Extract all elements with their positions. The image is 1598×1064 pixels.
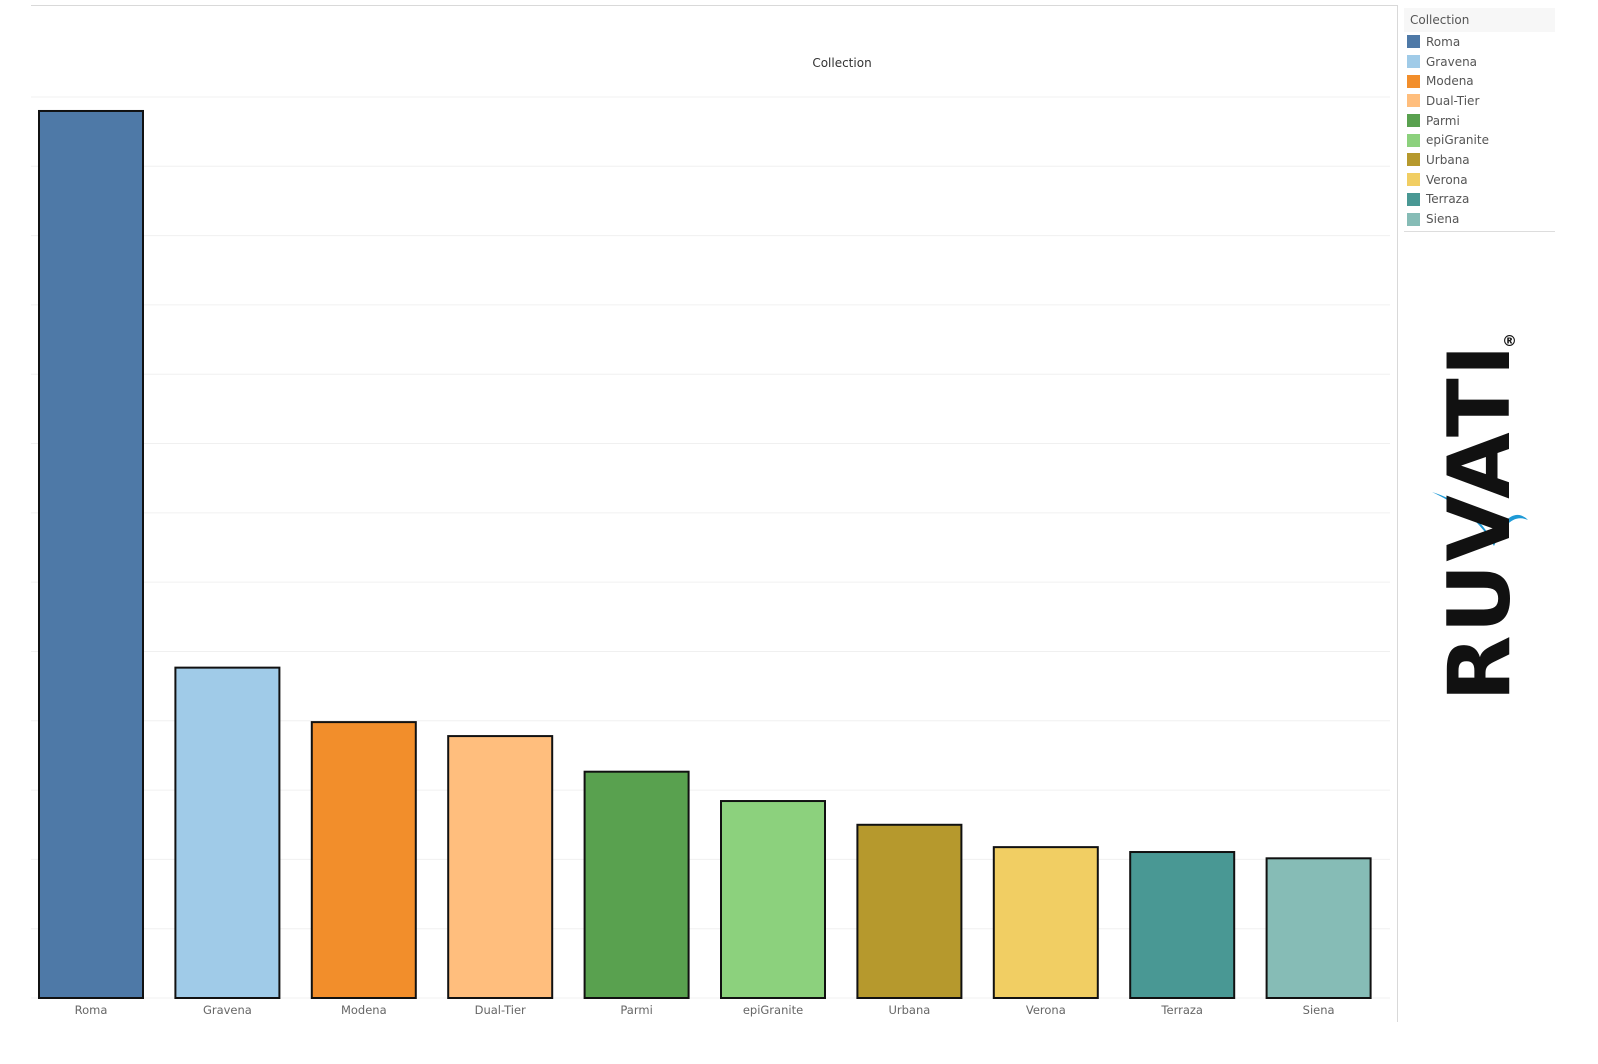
legend-label: Parmi [1426,113,1460,128]
bars [38,109,1372,1000]
x-axis-labels: Roma Gravena Modena Dual-Tier Parmi epiGranit… [75,1003,1335,1017]
legend-label: Verona [1426,172,1468,187]
legend-item[interactable]: Siena [1404,209,1555,229]
legend-swatch [1407,114,1420,128]
legend: Collection Roma Gravena Modena Dual-Tier Par… [1404,8,1555,232]
legend-label: Roma [1426,34,1461,49]
logo-swoosh [1432,492,1528,546]
x-tick-label: Verona [1026,1003,1066,1017]
legend-item[interactable]: Dual-Tier [1404,91,1555,111]
x-tick-label: Terraza [1160,1003,1203,1017]
legend-swatch [1407,35,1420,49]
legend-item[interactable]: Modena [1404,71,1555,91]
legend-label: Modena [1426,74,1474,89]
logo-wordmark: RUVATI [1430,342,1530,702]
ruvati-logo: RUVATI ® [1428,332,1532,712]
legend-swatch [1407,55,1420,69]
bar-verona[interactable] [992,846,1099,999]
bar-dual-tier[interactable] [447,735,554,1000]
legend-swatch [1407,173,1420,187]
bar-gravena[interactable] [174,666,281,1000]
legend-swatch [1407,192,1420,206]
bar-terraza[interactable] [1129,851,1236,1000]
x-tick-label: Urbana [888,1003,930,1017]
x-tick-label: Siena [1303,1003,1335,1017]
bar-roma[interactable] [38,109,144,999]
legend-swatch [1407,94,1420,108]
legend-label: Terraza [1426,192,1470,207]
legend-label: Urbana [1426,152,1470,167]
legend-swatch [1407,212,1420,226]
legend-item[interactable]: Parmi [1404,111,1555,131]
legend-item[interactable]: Verona [1404,170,1555,190]
legend-swatch [1407,74,1420,88]
legend-item[interactable]: Roma [1404,32,1555,52]
legend-swatch [1407,153,1420,167]
legend-item[interactable]: Urbana [1404,150,1555,170]
bar-urbana[interactable] [856,823,963,999]
x-tick-label: epiGranite [743,1003,803,1017]
registered-mark: ® [1502,332,1517,350]
x-tick-label: Gravena [203,1003,252,1017]
legend-title: Collection [1404,8,1555,32]
legend-swatch [1407,133,1420,147]
bar-siena[interactable] [1265,857,1372,999]
legend-item[interactable]: Terraza [1404,190,1555,210]
bar-parmi[interactable] [583,770,690,999]
legend-label: epiGranite [1426,133,1489,148]
legend-list: Roma Gravena Modena Dual-Tier Parmi epiGranit… [1404,32,1555,229]
column-header-title: Collection [812,56,871,70]
bar-modena[interactable] [310,721,417,1000]
legend-item[interactable]: Gravena [1404,52,1555,72]
legend-item[interactable]: epiGranite [1404,130,1555,150]
legend-label: Gravena [1426,54,1478,69]
legend-label: Siena [1426,212,1460,227]
bar-epigranite[interactable] [720,800,826,1000]
x-tick-label: Roma [75,1003,108,1017]
x-tick-label: Dual-Tier [475,1003,526,1017]
legend-label: Dual-Tier [1426,93,1480,108]
x-tick-label: Parmi [620,1003,652,1017]
x-tick-label: Modena [341,1003,387,1017]
